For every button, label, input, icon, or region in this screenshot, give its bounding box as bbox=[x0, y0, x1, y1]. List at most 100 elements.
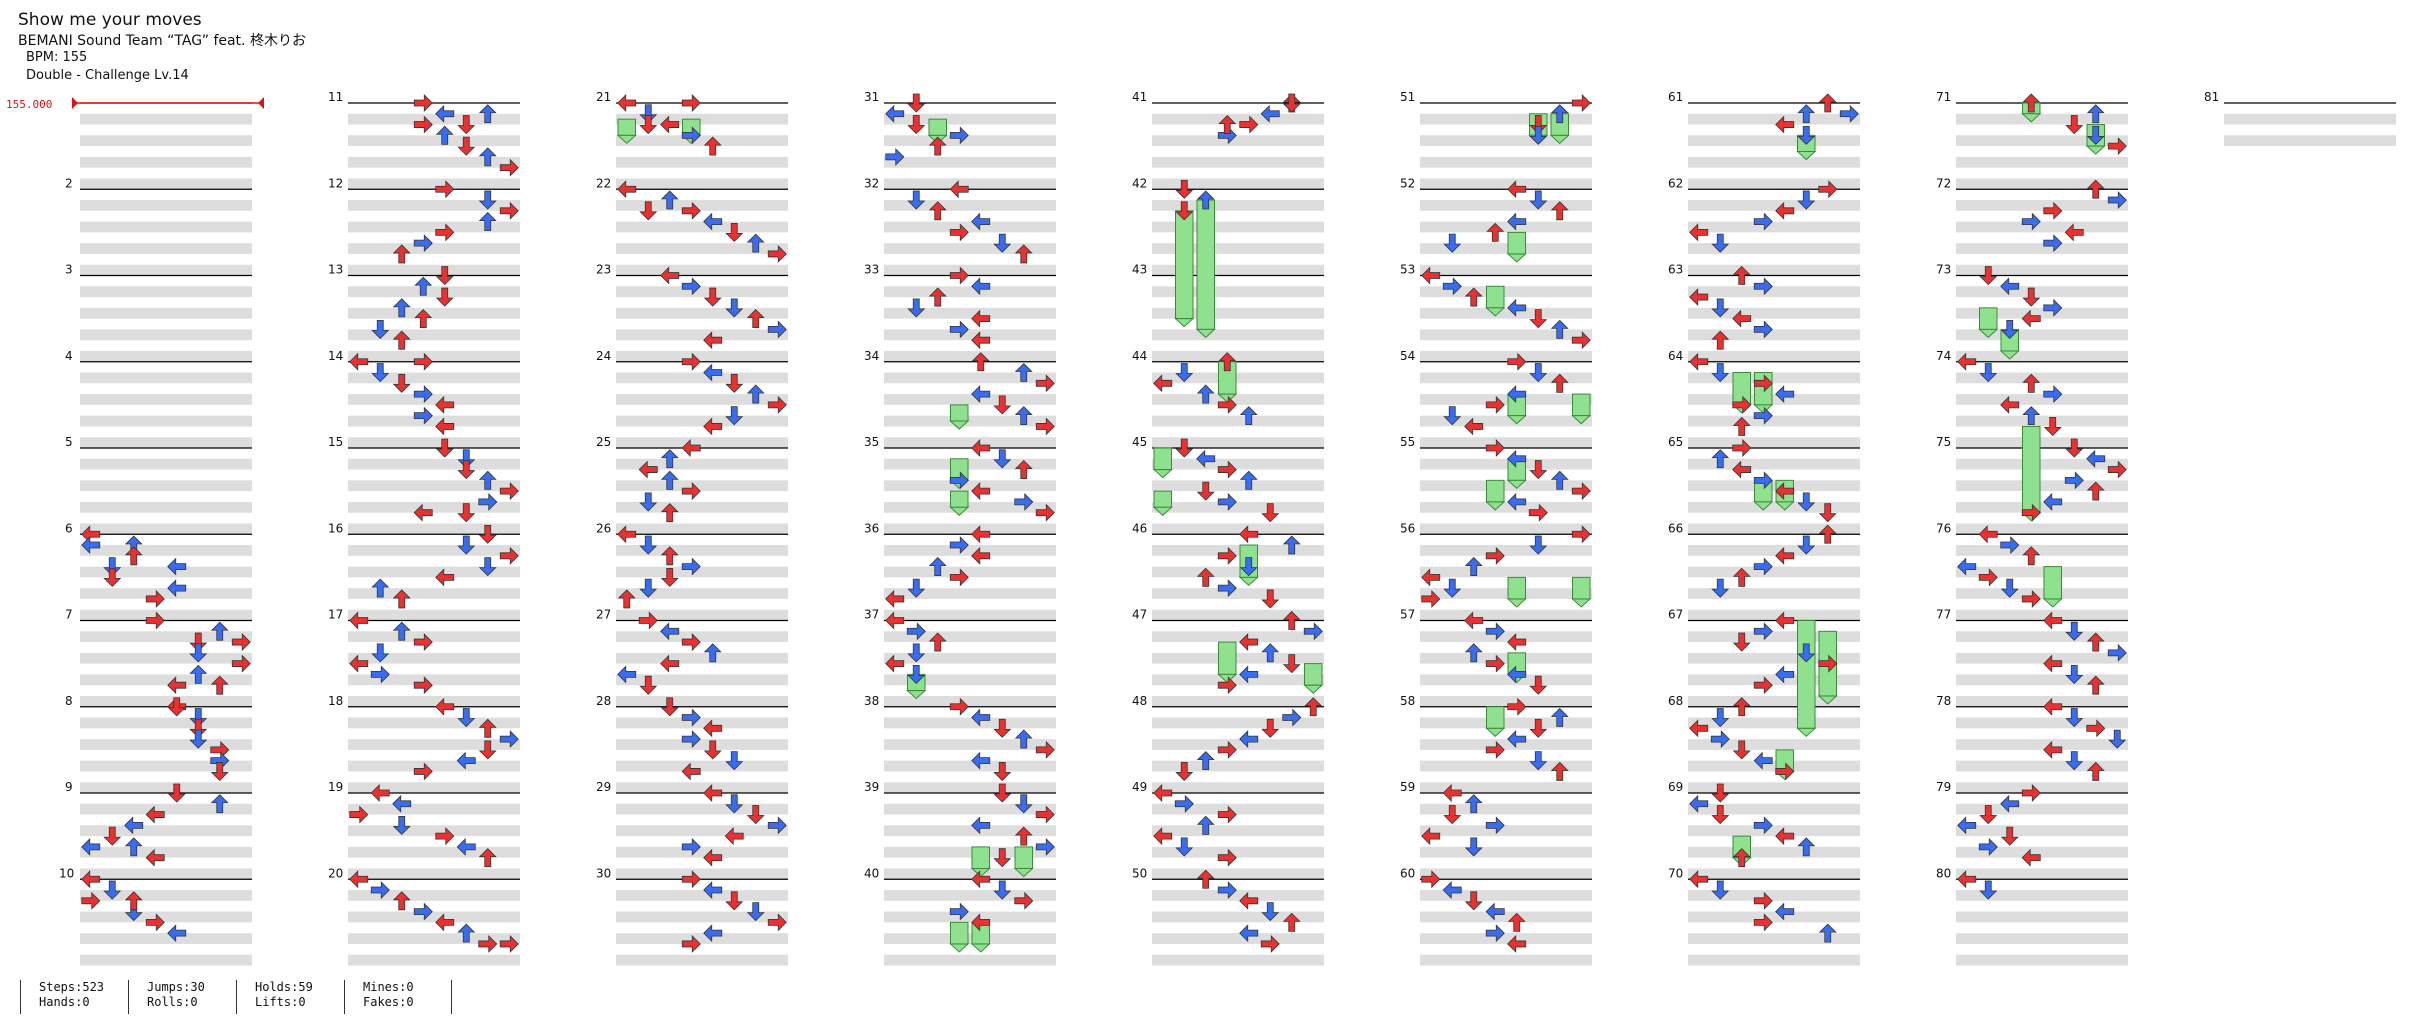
beat-stripe bbox=[1420, 674, 1592, 686]
beat-stripe bbox=[348, 782, 520, 793]
arrow-note-icon bbox=[103, 557, 122, 577]
beat-stripe bbox=[1420, 307, 1592, 319]
beat-stripe bbox=[80, 156, 252, 168]
arrow-note-icon bbox=[1282, 654, 1301, 674]
beat-stripe bbox=[348, 545, 520, 556]
arrow-note-icon bbox=[906, 622, 926, 641]
arrow-note-icon bbox=[703, 417, 723, 436]
arrow-note-icon bbox=[1689, 352, 1709, 371]
beat-stripe bbox=[1688, 717, 1860, 729]
bpm-marker-right-icon bbox=[258, 97, 264, 109]
arrow-note-icon bbox=[1711, 805, 1730, 825]
beat-stripe bbox=[80, 954, 252, 966]
arrow-note-icon bbox=[1303, 622, 1323, 641]
arrow-note-icon bbox=[971, 546, 991, 565]
arrow-note-icon bbox=[1529, 535, 1548, 555]
arrow-note-icon bbox=[703, 848, 723, 867]
beat-stripe bbox=[1420, 286, 1592, 298]
hold-tail-icon bbox=[1753, 404, 1774, 414]
arrow-note-icon bbox=[103, 880, 122, 900]
arrow-note-icon bbox=[1732, 697, 1751, 717]
beat-stripe bbox=[1956, 415, 2128, 427]
beat-stripe bbox=[884, 286, 1056, 298]
arrow-note-icon bbox=[725, 891, 744, 911]
arrow-note-icon bbox=[456, 751, 476, 770]
beat-stripe bbox=[348, 307, 520, 319]
measure-number: 40 bbox=[864, 866, 879, 880]
arrow-note-icon bbox=[210, 675, 229, 695]
arrow-note-icon bbox=[167, 557, 187, 576]
arrow-note-icon bbox=[681, 482, 701, 501]
beat-stripe bbox=[1688, 437, 1860, 448]
beat-stripe bbox=[1688, 394, 1860, 405]
arrow-note-icon bbox=[971, 751, 991, 770]
arrow-note-icon bbox=[413, 234, 433, 253]
beat-stripe bbox=[616, 631, 788, 643]
beat-stripe bbox=[1956, 782, 2128, 793]
beat-stripe bbox=[80, 652, 252, 664]
beat-stripe bbox=[1688, 695, 1860, 707]
hold-tail-icon bbox=[2021, 113, 2042, 123]
arrow-note-icon bbox=[392, 891, 411, 911]
beat-stripe bbox=[80, 739, 252, 750]
arrow-note-icon bbox=[725, 298, 744, 318]
arrow-note-icon bbox=[993, 718, 1012, 738]
beat-stripe bbox=[348, 243, 520, 254]
arrow-note-icon bbox=[885, 589, 905, 608]
arrow-note-icon bbox=[2086, 179, 2105, 199]
beat-stripe bbox=[1152, 868, 1324, 880]
beat-stripe bbox=[348, 739, 520, 750]
arrow-note-icon bbox=[993, 233, 1012, 253]
beat-stripe bbox=[1956, 458, 2128, 470]
arrow-note-icon bbox=[1014, 492, 1034, 511]
beat-stripe bbox=[1152, 825, 1324, 837]
arrow-note-icon bbox=[457, 503, 476, 523]
beat-stripe bbox=[1420, 717, 1592, 729]
arrow-note-icon bbox=[2000, 794, 2020, 813]
arrow-note-icon bbox=[949, 126, 969, 145]
measure-number: 58 bbox=[1400, 694, 1415, 708]
beat-stripe bbox=[1420, 609, 1592, 621]
beat-stripe bbox=[80, 674, 252, 686]
arrow-note-icon bbox=[2065, 665, 2084, 684]
beat-stripe bbox=[1688, 480, 1860, 492]
measure-number: 46 bbox=[1132, 521, 1147, 535]
arrow-note-icon bbox=[1753, 913, 1773, 932]
arrow-note-icon bbox=[1711, 578, 1730, 598]
stats-group-mines: Mines:0 Fakes:0 bbox=[344, 980, 452, 1014]
arrow-note-icon bbox=[725, 751, 744, 771]
beat-stripe bbox=[616, 501, 788, 513]
hold-tail-icon bbox=[1796, 151, 1817, 161]
arrow-note-icon bbox=[1571, 94, 1591, 112]
hold-body bbox=[1304, 663, 1323, 686]
arrow-note-icon bbox=[1421, 589, 1441, 608]
beat-stripe bbox=[348, 437, 520, 448]
beat-stripe bbox=[1420, 329, 1592, 341]
arrow-note-icon bbox=[413, 385, 433, 404]
arrow-note-icon bbox=[993, 449, 1012, 469]
arrow-note-icon bbox=[1485, 395, 1505, 414]
hold-tail-icon bbox=[1506, 253, 1527, 263]
hold-tail-icon bbox=[1174, 318, 1195, 328]
arrow-note-icon bbox=[478, 190, 497, 210]
arrow-note-icon bbox=[370, 665, 390, 684]
stats-footer: Steps:523 Hands:0 Jumps:30 Rolls:0 Holds… bbox=[0, 980, 520, 1024]
song-artist: BEMANI Sound Team “TAG” feat. 柊木りお bbox=[18, 33, 306, 49]
measure-number: 50 bbox=[1132, 866, 1147, 880]
beat-stripe bbox=[348, 178, 520, 190]
arrow-note-icon bbox=[2043, 740, 2063, 759]
beat-stripe bbox=[348, 372, 520, 384]
bpm-marker-left-icon bbox=[72, 97, 78, 109]
arrow-note-icon bbox=[1753, 816, 1773, 835]
arrow-note-icon bbox=[1239, 633, 1259, 652]
beat-stripe bbox=[80, 695, 252, 707]
beat-stripe bbox=[1688, 868, 1860, 880]
arrow-note-icon bbox=[639, 115, 658, 135]
beat-stripe bbox=[80, 545, 252, 556]
beat-stripe bbox=[1152, 954, 1324, 966]
beat-stripe bbox=[80, 911, 252, 923]
beat-stripe bbox=[1152, 221, 1324, 233]
beat-stripe bbox=[1152, 933, 1324, 944]
arrow-note-icon bbox=[681, 352, 701, 371]
arrow-note-icon bbox=[1282, 708, 1302, 727]
